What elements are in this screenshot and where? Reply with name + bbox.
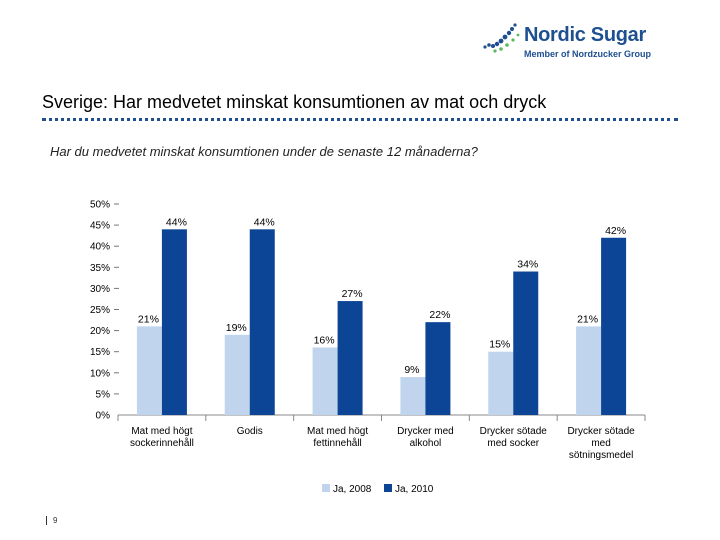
bar-2008 (224, 334, 250, 415)
bar-2010 (513, 271, 539, 415)
slide-title: Sverige: Har medvetet minskat konsumtion… (42, 92, 547, 112)
y-tick-label: 10% (90, 368, 110, 379)
x-category-label-line: Godis (237, 426, 263, 437)
bar-value-label: 27% (342, 288, 363, 300)
title-divider (42, 118, 678, 121)
bar-value-label: 21% (577, 313, 598, 325)
x-category-label: Godis (237, 426, 263, 437)
y-tick-label: 20% (90, 326, 110, 337)
legend-swatch-2010 (384, 484, 392, 492)
bar-value-label: 44% (254, 216, 275, 228)
bar-2010 (249, 229, 275, 415)
x-category-label-line: sötningsmedel (569, 450, 633, 461)
bar-2010 (161, 229, 187, 415)
y-tick-label: 5% (96, 389, 111, 400)
x-category-label-line: Drycker sötade (567, 426, 635, 437)
y-tick-label: 40% (90, 242, 110, 253)
slide-subtitle: Har du medvetet minskat konsumtionen und… (50, 144, 478, 159)
brand-name: Nordic Sugar (524, 24, 646, 46)
x-category-label: Drycker med alkohol (397, 426, 454, 449)
page-number-marker (46, 516, 47, 526)
bar-2010 (425, 322, 451, 415)
nordic-sugar-emblem-icon (483, 23, 520, 53)
y-tick-label: 15% (90, 347, 110, 358)
legend-label: Ja, 2008 (333, 484, 372, 495)
brand-tagline: Member of Nordzucker Group (524, 49, 652, 59)
bar-value-label: 16% (314, 334, 335, 346)
bar-2010 (337, 301, 363, 415)
x-category-label-line: sockerinnehåll (130, 437, 194, 449)
x-category-label-line: Mat med högt (131, 426, 192, 437)
x-category-label: Drycker sötade med sötningsmedel (567, 426, 635, 461)
y-tick-label: 35% (90, 263, 110, 274)
bar-value-label: 9% (404, 364, 419, 376)
nordic-sugar-logo: Nordic Sugar Member of Nordzucker Group (476, 20, 666, 64)
page-number: 9 (46, 516, 58, 526)
bar-value-label: 22% (429, 309, 450, 321)
bar-value-label: 19% (226, 322, 247, 334)
x-category-label: Mat med högt sockerinnehåll (130, 426, 194, 449)
x-category-label: Drycker sötade med socker (480, 426, 548, 449)
x-category-label-line: med (591, 438, 610, 449)
bar-value-label: 34% (517, 259, 538, 271)
bar-2008 (576, 326, 602, 415)
bar-value-label: 42% (605, 225, 626, 237)
bar-2008 (136, 326, 162, 415)
legend-label: Ja, 2010 (395, 484, 434, 495)
y-tick-label: 25% (90, 305, 110, 316)
x-category-label-line: Mat med högt (307, 426, 368, 437)
y-tick-label: 50% (90, 200, 110, 211)
y-tick-label: 30% (90, 284, 110, 295)
y-tick-label: 0% (96, 411, 111, 422)
x-category-label-line: alkohol (410, 438, 442, 449)
bar-2010 (601, 237, 627, 415)
bar-value-label: 44% (166, 216, 187, 228)
bar-2008 (312, 347, 338, 415)
x-category-label-line: med socker (487, 438, 539, 449)
bar-value-label: 15% (489, 339, 510, 351)
y-tick-label: 45% (90, 221, 110, 232)
x-category-label-line: Drycker sötade (480, 426, 548, 437)
x-category-label-line: fettinnehåll (313, 437, 361, 449)
bar-value-label: 21% (138, 313, 159, 325)
bar-2008 (488, 351, 514, 415)
page-number-text: 9 (53, 516, 58, 525)
x-category-label: Mat med högt fettinnehåll (307, 426, 368, 449)
x-category-label-line: Drycker med (397, 426, 454, 437)
legend-swatch-2008 (322, 484, 330, 492)
bar-2008 (400, 377, 426, 415)
